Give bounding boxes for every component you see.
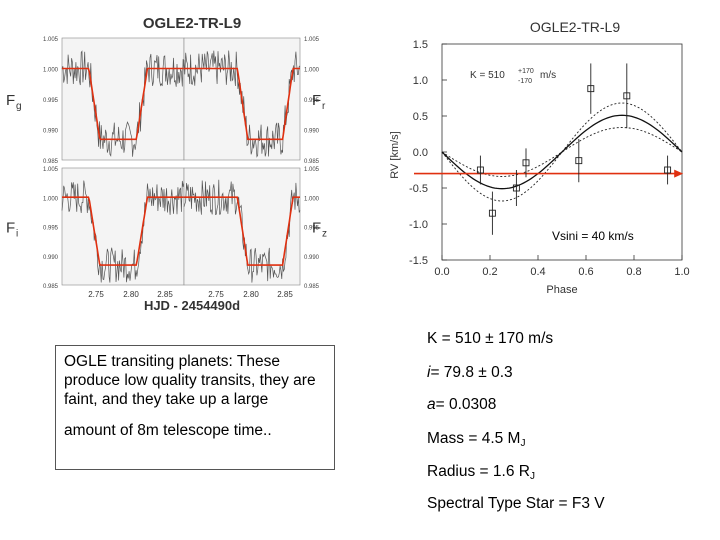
lc-panel-label-sub: r (322, 101, 326, 112)
notes-box: OGLE transiting planets: These produce l… (55, 345, 335, 470)
rv-y-tick-label: -1.0 (409, 219, 428, 231)
lc-y-tick: 0.985 (43, 284, 59, 290)
rv-x-tick-label: 0.4 (530, 266, 545, 278)
rv-data-point (488, 209, 496, 217)
lc-title: OGLE2-TR-L9 (143, 15, 241, 32)
lc-y-tick: 0.995 (304, 226, 320, 232)
param-mass-text: Mass = 4.5 M (427, 430, 521, 447)
lc-y-tick: 1.000 (43, 68, 59, 74)
transit-lightcurve-figure: OGLE2-TR-L9 2.75 2.80 2.85 2.75 2.80 2.85 1.00… (6, 15, 327, 313)
lc-y-tick: 1.000 (43, 196, 59, 202)
rv-data-point (512, 184, 520, 192)
lc-data-series (183, 50, 301, 158)
rv-y-tick-label: 0.0 (413, 147, 428, 159)
k-annotation-plus: +170 (518, 68, 534, 75)
lc-panel-label-sub: z (322, 229, 327, 240)
lc-data-series (61, 180, 185, 283)
rv-title: OGLE2-TR-L9 (530, 19, 620, 35)
param-radius-sub: J (529, 471, 535, 482)
rv-x-tick-label: 0.0 (434, 266, 449, 278)
lc-y-tick: 0.985 (304, 284, 320, 290)
lc-x-tick: 2.80 (123, 290, 139, 299)
lc-panel-label: F (6, 220, 15, 237)
rv-data-point (623, 92, 631, 100)
lc-y-tick: 0.985 (43, 159, 59, 165)
lc-y-tick: 0.995 (43, 226, 59, 232)
lc-x-tick: 2.85 (277, 290, 293, 299)
lc-y-tick: 0.995 (43, 98, 59, 104)
rv-ylabel: RV [km/s] (389, 131, 401, 178)
lc-x-tick: 2.75 (208, 290, 224, 299)
lc-y-tick: 1.000 (304, 68, 320, 74)
rv-x-tick-label: 0.2 (482, 266, 497, 278)
lc-panel-label-sub: g (16, 101, 22, 112)
param-spectral-type: Spectral Type Star = F3 V (427, 495, 605, 512)
param-radius-text: Radius = 1.6 R (427, 463, 530, 480)
param-i-rest: = 79.8 ± 0.3 (430, 364, 513, 381)
k-annotation-unit: m/s (540, 70, 556, 81)
lc-panel-label-sub: i (16, 229, 18, 240)
k-annotation-minus: -170 (518, 78, 532, 85)
lc-y-tick: 0.990 (43, 129, 59, 135)
rv-xlabel: Phase (546, 284, 577, 296)
param-k: K = 510 ± 170 m/s (427, 330, 554, 347)
lc-y-tick: 0.995 (304, 98, 320, 104)
lc-x-tick: 2.80 (243, 290, 259, 299)
rv-x-tick-label: 0.6 (578, 266, 593, 278)
rv-y-tick-label: -0.5 (409, 183, 428, 195)
param-a: a= 0.0308 (427, 396, 497, 413)
lc-x-tick: 2.75 (88, 290, 104, 299)
lc-fit-line (184, 196, 300, 266)
lc-y-tick: 1.005 (43, 167, 59, 173)
rv-y-tick-label: 0.5 (413, 111, 428, 123)
lc-fit-line (62, 196, 184, 266)
lc-y-tick: 1.005 (304, 37, 320, 43)
rv-data-point (587, 85, 595, 93)
k-annotation: K = 510 +170 -170 m/s (470, 68, 556, 85)
lc-y-tick: 1.005 (43, 37, 59, 43)
rv-data-point (575, 157, 583, 165)
notes-text: OGLE transiting planets: These produce l… (64, 353, 316, 408)
k-annotation-main: K = 510 (470, 70, 505, 81)
rv-data-point (522, 159, 530, 167)
lc-y-tick: 0.990 (304, 129, 320, 135)
lc-fit-line (184, 67, 300, 141)
rv-y-tick-label: -1.5 (409, 255, 428, 267)
rv-y-tick-label: 1.5 (413, 39, 428, 51)
vsini-annotation: Vsini = 40 km/s (552, 229, 634, 243)
rv-arrow-head (674, 169, 684, 178)
rv-data-point (476, 166, 484, 174)
lc-x-tick: 2.85 (157, 290, 173, 299)
param-mass-sub: J (520, 438, 526, 449)
lc-y-tick: 1.005 (304, 167, 320, 173)
lc-panel-frame (61, 37, 185, 161)
lc-panel-label: F (312, 92, 321, 109)
lc-panel-label: F (6, 92, 15, 109)
param-a-rest: = 0.0308 (435, 396, 497, 413)
param-i: i= 79.8 ± 0.3 (427, 364, 513, 381)
rv-fit-line (441, 114, 683, 190)
rv-x-tick-label: 0.8 (626, 266, 641, 278)
lc-data-series (61, 50, 185, 157)
lc-fit-line (62, 67, 184, 141)
rv-plot-area: 0.0 0.2 0.4 0.6 0.8 1.0 1.5 1.0 0.5 0.0 -0.5 -1.0 -1… (409, 39, 690, 278)
lc-xlabel: HJD - 2454490d (144, 298, 240, 313)
lc-y-tick: 0.985 (304, 159, 320, 165)
rv-data-point (664, 166, 672, 174)
rv-x-tick-label: 1.0 (674, 266, 689, 278)
lc-panels: 2.75 2.80 2.85 2.75 2.80 2.85 1.005 1.000 0.995 0… (6, 37, 327, 299)
lc-y-tick: 1.000 (304, 196, 320, 202)
rv-fit-band (441, 102, 683, 202)
rv-figure: OGLE2-TR-L9 0.0 0.2 0.4 0.6 0.8 1.01.51.00.50… (389, 19, 690, 296)
rv-y-tick-label: 1.0 (413, 75, 428, 87)
param-mass: Mass = 4.5 MJ (427, 430, 525, 453)
param-radius: Radius = 1.6 RJ (427, 463, 535, 486)
notes-text-2: amount of 8m telescope time.. (64, 422, 272, 439)
lc-y-tick: 0.990 (43, 255, 59, 261)
lc-panel-label: F (312, 220, 321, 237)
lc-y-tick: 0.990 (304, 255, 320, 261)
